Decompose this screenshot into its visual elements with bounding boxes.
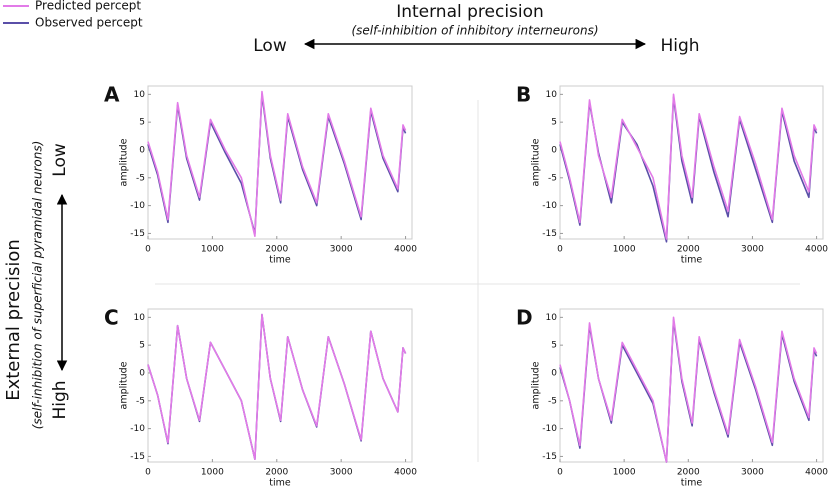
y-tick-label: 5 xyxy=(551,118,557,128)
y-tick-label: 10 xyxy=(134,90,146,100)
y-tick-label: -15 xyxy=(542,229,557,239)
y-tick-label: 0 xyxy=(139,368,145,378)
series-line xyxy=(559,96,818,243)
y-tick-label: -10 xyxy=(542,424,557,434)
y-tick-label: -5 xyxy=(136,173,145,183)
series-line xyxy=(147,313,407,461)
y-tick-label: -15 xyxy=(130,452,145,462)
y-tick-label: -15 xyxy=(542,452,557,462)
x-tick-label: 4000 xyxy=(394,245,417,255)
y-tick-label: 5 xyxy=(551,341,557,351)
x-tick-label: 3000 xyxy=(741,468,764,478)
series-line xyxy=(559,319,818,463)
legend-label: Predicted percept xyxy=(35,0,141,13)
y-tick-label: 5 xyxy=(139,118,145,128)
y-tick-label: 10 xyxy=(134,313,146,323)
x-axis-label: time xyxy=(269,255,291,266)
x-tick-label: 3000 xyxy=(741,245,764,255)
series-line xyxy=(559,316,818,463)
series-line xyxy=(147,313,407,461)
x-tick-label: 1000 xyxy=(201,245,224,255)
x-tick-label: 0 xyxy=(145,245,151,255)
y-axis-label: amplitude xyxy=(531,361,542,409)
panel-label: B xyxy=(516,83,531,107)
side-title: External precision xyxy=(3,239,24,401)
x-tick-label: 3000 xyxy=(330,245,353,255)
x-tick-label: 0 xyxy=(145,468,151,478)
y-tick-label: -10 xyxy=(130,424,145,434)
top-title: Internal precision xyxy=(396,2,544,22)
x-axis-label: time xyxy=(681,255,703,266)
y-tick-label: 10 xyxy=(546,90,558,100)
x-axis-label: time xyxy=(269,478,291,489)
side-subtitle: (self-inhibition of superficial pyramida… xyxy=(31,141,45,430)
x-tick-label: 3000 xyxy=(330,468,353,478)
y-tick-label: -5 xyxy=(548,173,557,183)
x-tick-label: 0 xyxy=(557,245,563,255)
x-tick-label: 2000 xyxy=(265,245,288,255)
plot-frame xyxy=(147,85,413,240)
y-axis-label: amplitude xyxy=(531,138,542,186)
y-axis-label: amplitude xyxy=(119,138,130,186)
y-tick-label: -10 xyxy=(130,201,145,211)
x-axis-label: time xyxy=(681,478,703,489)
x-tick-label: 0 xyxy=(557,468,563,478)
y-tick-label: -10 xyxy=(542,201,557,211)
panel-label: C xyxy=(104,306,119,330)
panel-label: D xyxy=(516,306,533,330)
y-tick-label: -5 xyxy=(136,396,145,406)
y-tick-label: 10 xyxy=(546,313,558,323)
side-low: Low xyxy=(50,143,70,177)
plot-frame xyxy=(559,85,824,240)
plot-frame xyxy=(147,308,413,463)
y-tick-label: 5 xyxy=(139,341,145,351)
x-tick-label: 4000 xyxy=(805,468,828,478)
legend-label: Observed percept xyxy=(35,16,143,30)
series-line xyxy=(147,93,407,235)
series-line xyxy=(147,90,407,238)
side-high: High xyxy=(50,380,70,419)
top-high: High xyxy=(660,36,699,56)
x-tick-label: 4000 xyxy=(805,245,828,255)
panel-label: A xyxy=(104,83,120,107)
y-tick-label: 0 xyxy=(551,368,557,378)
series-line xyxy=(559,93,818,240)
x-tick-label: 2000 xyxy=(265,468,288,478)
y-axis-label: amplitude xyxy=(119,361,130,409)
y-tick-label: 0 xyxy=(551,145,557,155)
x-tick-label: 1000 xyxy=(201,468,224,478)
top-low: Low xyxy=(253,36,287,56)
y-tick-label: -5 xyxy=(548,396,557,406)
y-tick-label: 0 xyxy=(139,145,145,155)
x-tick-label: 2000 xyxy=(677,468,700,478)
y-tick-label: -15 xyxy=(130,229,145,239)
x-tick-label: 4000 xyxy=(394,468,417,478)
plot-frame xyxy=(559,308,824,463)
x-tick-label: 1000 xyxy=(613,468,636,478)
top-subtitle: (self-inhibition of inhibitory interneur… xyxy=(351,24,598,38)
x-tick-label: 2000 xyxy=(677,245,700,255)
x-tick-label: 1000 xyxy=(613,245,636,255)
